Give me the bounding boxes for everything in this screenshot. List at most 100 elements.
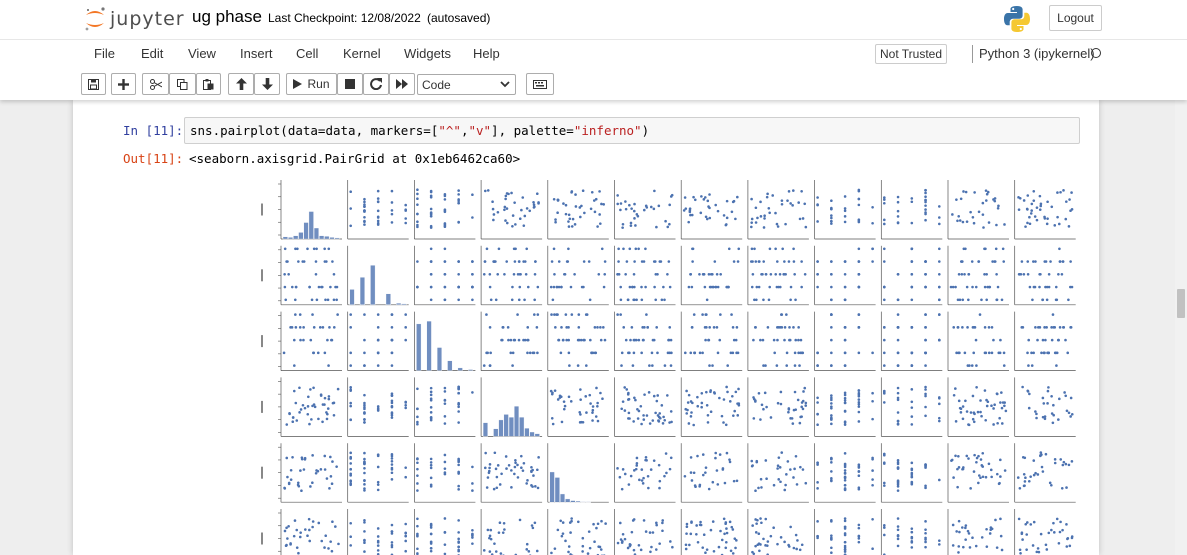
- paste-button[interactable]: [196, 73, 221, 95]
- scatter-point: [332, 298, 336, 302]
- menu-insert[interactable]: Insert: [240, 46, 273, 61]
- move-down-button[interactable]: [254, 73, 280, 95]
- cut-button[interactable]: [142, 73, 169, 95]
- scatter-point: [1032, 285, 1036, 289]
- scatter-point: [416, 188, 419, 192]
- scatter-point: [784, 222, 787, 226]
- scatter-point: [924, 211, 927, 214]
- logout-button[interactable]: Logout: [1049, 5, 1102, 31]
- menu-kernel[interactable]: Kernel: [343, 46, 381, 61]
- scatter-point: [977, 474, 981, 477]
- scatter-point: [644, 530, 648, 533]
- scatter-point: [503, 273, 506, 276]
- scatter-point: [587, 530, 591, 533]
- scatter-point: [525, 548, 529, 551]
- code-cell-input[interactable]: sns.pairplot(data=data, markers=["^","v"…: [184, 117, 1080, 144]
- scatter-point: [623, 537, 627, 541]
- scatter-point: [668, 285, 672, 289]
- scatter-point: [687, 220, 690, 224]
- scatter-point: [363, 541, 366, 545]
- scatter-point: [501, 338, 504, 342]
- scatter-point: [996, 285, 1000, 289]
- histogram-bar: [529, 431, 535, 437]
- scatter-point: [632, 420, 635, 423]
- scatter-point: [803, 386, 807, 390]
- notebook-name[interactable]: ug phase: [192, 7, 262, 26]
- restart-button[interactable]: [363, 73, 389, 95]
- scatter-point: [303, 406, 307, 410]
- insert-cell-button[interactable]: [111, 73, 136, 95]
- scatter-point: [843, 195, 847, 198]
- scatter-point: [857, 220, 861, 224]
- scatter-point: [830, 417, 833, 420]
- scatter-point: [800, 189, 803, 193]
- scatter-point: [768, 211, 771, 215]
- scatter-point: [1043, 351, 1046, 355]
- scatter-point: [1028, 285, 1032, 289]
- checkpoint-status: Last Checkpoint: 12/08/2022: [268, 11, 421, 25]
- scatter-point: [321, 403, 325, 406]
- scatter-point: [550, 313, 553, 316]
- scatter-point: [816, 412, 819, 416]
- scatter-point: [704, 471, 707, 474]
- scrollbar-thumb[interactable]: [1177, 289, 1185, 318]
- scatter-point: [1026, 208, 1029, 211]
- scatter-point: [429, 411, 433, 414]
- scatter-point: [797, 351, 800, 355]
- scatter-point: [581, 189, 585, 193]
- scatter-point: [1052, 413, 1055, 417]
- scatter-point: [457, 519, 460, 522]
- menu-widgets[interactable]: Widgets: [404, 46, 451, 61]
- scatter-point: [1070, 191, 1073, 194]
- scatter-point: [517, 298, 521, 302]
- scatter-point: [843, 548, 847, 551]
- menu-file[interactable]: File: [94, 46, 115, 61]
- scatter-point: [1027, 338, 1031, 342]
- scatter-point: [488, 326, 492, 329]
- save-button[interactable]: [81, 73, 106, 95]
- scatter-point: [1002, 260, 1006, 263]
- kernel-name[interactable]: Python 3 (ipykernel): [979, 46, 1095, 61]
- move-up-button[interactable]: [228, 73, 254, 95]
- jupyter-logo[interactable]: jupyter: [84, 5, 185, 33]
- pairplot-figure: [261, 180, 1076, 555]
- cell-type-select[interactable]: Code: [417, 74, 516, 95]
- scatter-point: [404, 475, 407, 479]
- scatter-point: [286, 475, 289, 479]
- scatter-point: [429, 522, 433, 526]
- copy-button[interactable]: [169, 73, 196, 95]
- restart-run-all-button[interactable]: [389, 73, 415, 95]
- scatter-point: [553, 313, 556, 316]
- command-palette-button[interactable]: [526, 73, 554, 95]
- interrupt-button[interactable]: [337, 73, 363, 95]
- scatter-point: [562, 202, 565, 205]
- scatter-point: [777, 326, 781, 329]
- scatter-point: [732, 479, 736, 483]
- menu-cell[interactable]: Cell: [296, 46, 319, 61]
- scatter-point: [997, 204, 1000, 208]
- run-button[interactable]: Run: [286, 73, 337, 95]
- scatter-point: [325, 477, 329, 480]
- scatter-point: [755, 285, 759, 289]
- scatter-point: [416, 467, 419, 471]
- scatter-point: [871, 417, 874, 421]
- scatter-point: [996, 207, 1000, 210]
- menu-view[interactable]: View: [188, 46, 216, 61]
- scatter-point: [581, 536, 585, 540]
- scatter-point: [287, 273, 290, 276]
- trust-button[interactable]: Not Trusted: [875, 44, 948, 64]
- scatter-point: [1070, 460, 1074, 463]
- scatter-point: [363, 412, 366, 415]
- menu-help[interactable]: Help: [473, 46, 500, 61]
- cell-type-value: Code: [422, 77, 451, 92]
- scatter-point: [843, 469, 847, 472]
- scatter-point: [1038, 208, 1042, 211]
- scatter-point: [390, 201, 394, 204]
- scatter-point: [780, 313, 783, 316]
- scatter-point: [778, 273, 782, 276]
- scatter-point: [720, 414, 724, 418]
- scrollbar[interactable]: [1175, 100, 1187, 555]
- menu-edit[interactable]: Edit: [141, 46, 164, 61]
- scatter-point: [1028, 215, 1031, 219]
- scatter-point: [457, 541, 460, 544]
